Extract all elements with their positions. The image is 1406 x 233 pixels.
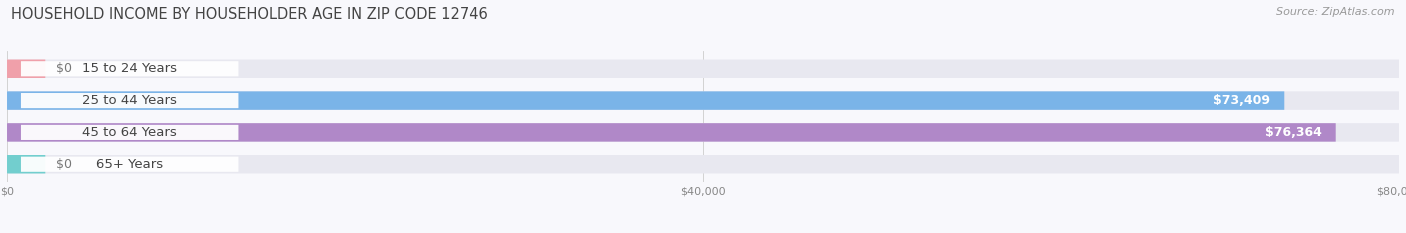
Text: 45 to 64 Years: 45 to 64 Years [83,126,177,139]
Text: 65+ Years: 65+ Years [96,158,163,171]
Text: $0: $0 [56,158,72,171]
Text: $76,364: $76,364 [1265,126,1322,139]
FancyBboxPatch shape [21,93,239,108]
Text: 15 to 24 Years: 15 to 24 Years [82,62,177,75]
Text: $73,409: $73,409 [1213,94,1271,107]
FancyBboxPatch shape [7,91,1284,110]
Text: HOUSEHOLD INCOME BY HOUSEHOLDER AGE IN ZIP CODE 12746: HOUSEHOLD INCOME BY HOUSEHOLDER AGE IN Z… [11,7,488,22]
Text: $0: $0 [56,62,72,75]
FancyBboxPatch shape [7,91,1399,110]
FancyBboxPatch shape [7,60,1399,78]
FancyBboxPatch shape [21,157,239,172]
FancyBboxPatch shape [7,155,45,173]
FancyBboxPatch shape [7,155,1399,173]
FancyBboxPatch shape [7,123,1336,142]
FancyBboxPatch shape [7,123,1399,142]
FancyBboxPatch shape [21,125,239,140]
FancyBboxPatch shape [21,61,239,76]
Text: Source: ZipAtlas.com: Source: ZipAtlas.com [1277,7,1395,17]
Text: 25 to 44 Years: 25 to 44 Years [83,94,177,107]
FancyBboxPatch shape [7,60,45,78]
